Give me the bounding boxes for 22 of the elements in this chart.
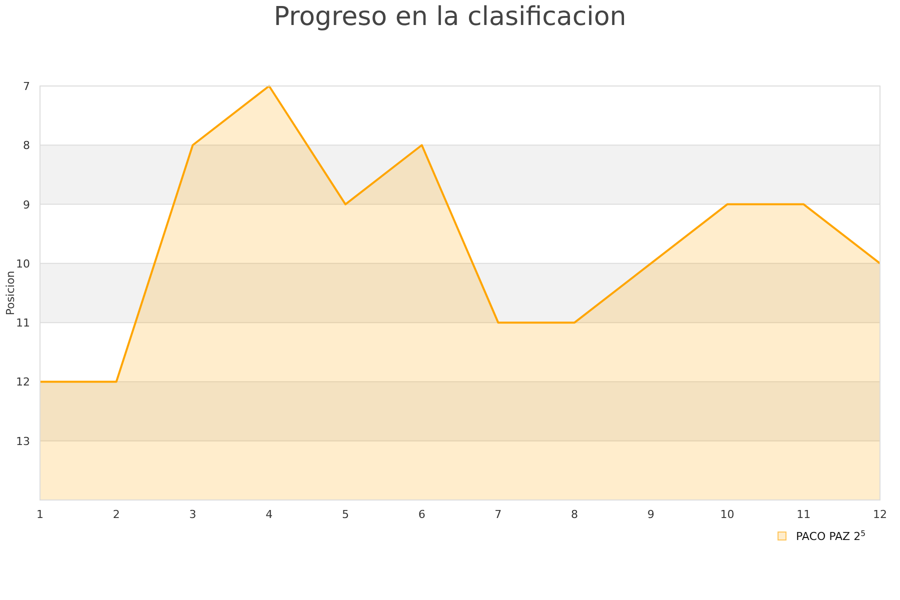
x-tick-label: 3 [189, 508, 196, 521]
y-tick-label: 9 [23, 198, 30, 212]
chart-title: Progreso en la clasificacion [274, 2, 626, 32]
legend-label: PACO PAZ 2$^{5}$ [796, 528, 866, 543]
x-tick-label: 1 [36, 508, 44, 521]
x-tick-label: 9 [647, 508, 654, 521]
x-tick-label: 12 [873, 508, 887, 521]
y-tick-label: 8 [23, 139, 30, 152]
x-tick-label: 5 [342, 508, 349, 521]
y-axis-title: Posicion [4, 270, 17, 316]
x-tick-label: 2 [112, 508, 120, 521]
x-tick-label: 11 [796, 508, 811, 521]
x-tick-label: 6 [418, 508, 426, 521]
y-tick-label: 13 [16, 434, 30, 448]
y-tick-label: 10 [16, 257, 30, 270]
x-tick-label: 8 [571, 508, 578, 521]
x-tick-label: 7 [494, 508, 502, 521]
x-tick-label: 10 [720, 508, 734, 521]
y-tick-label: 7 [23, 80, 30, 93]
x-tick-label: 4 [266, 508, 273, 521]
y-tick-label: 11 [16, 316, 30, 330]
y-tick-label: 12 [16, 376, 30, 389]
